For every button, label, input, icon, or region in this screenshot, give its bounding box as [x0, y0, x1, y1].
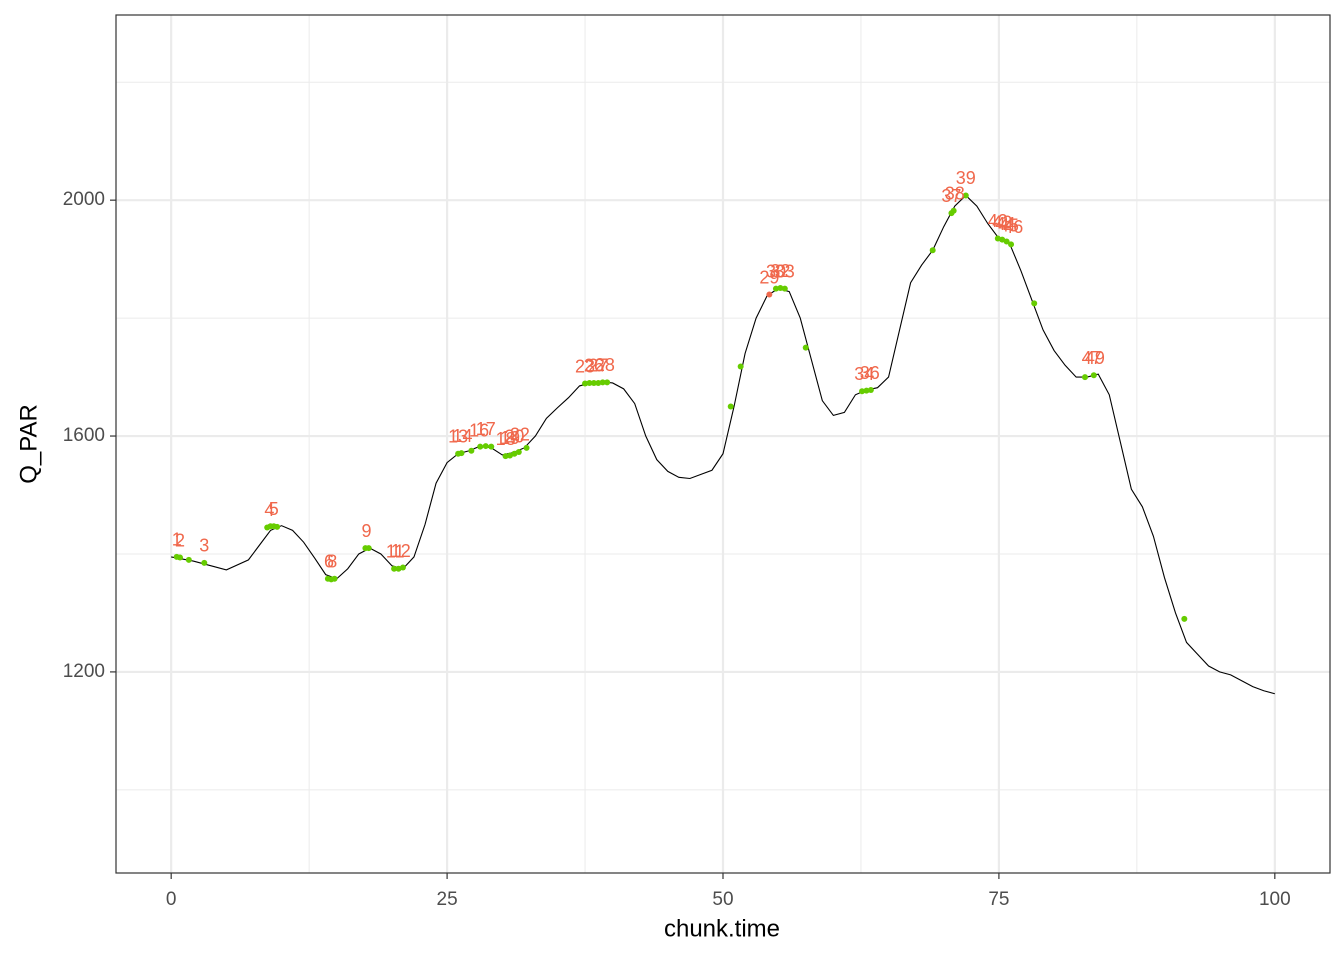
data-label: 9 — [362, 521, 372, 541]
data-label: 45 — [999, 215, 1019, 235]
data-point — [863, 387, 870, 394]
data-label: 5 — [269, 499, 279, 519]
data-label: 17 — [476, 419, 496, 439]
data-point — [201, 559, 208, 566]
y-tick-label: 1600 — [63, 425, 105, 446]
data-point — [1008, 241, 1015, 248]
data-point — [331, 575, 338, 582]
data-label: 16 — [469, 421, 489, 441]
data-label: 27 — [588, 356, 608, 376]
data-label: 34 — [854, 364, 874, 384]
data-point — [488, 443, 495, 450]
data-point — [365, 545, 372, 552]
data-point — [1003, 238, 1010, 245]
data-point — [604, 379, 611, 386]
x-tick-label: 75 — [988, 889, 1009, 910]
data-point — [185, 556, 192, 563]
data-label: 8 — [327, 551, 337, 571]
data-label: 28 — [595, 355, 615, 375]
data-point — [477, 443, 484, 450]
x-tick-label: 0 — [166, 889, 177, 910]
data-point — [772, 285, 779, 292]
data-label: 23 — [575, 356, 595, 376]
data-point — [867, 387, 874, 394]
data-label: 36 — [860, 363, 880, 383]
data-point — [1031, 300, 1038, 307]
data-point — [929, 247, 936, 254]
data-label: 18 — [496, 429, 516, 449]
data-point — [781, 285, 788, 292]
data-label: 39 — [956, 168, 976, 188]
data-label: 33 — [775, 261, 795, 281]
data-point — [468, 447, 475, 454]
data-point — [482, 443, 489, 450]
data-label: 37 — [941, 186, 961, 206]
data-label: 30 — [766, 261, 786, 281]
data-point — [274, 523, 281, 530]
data-label: 46 — [1003, 217, 1023, 237]
data-point — [399, 564, 406, 571]
y-tick-label: 1200 — [63, 661, 105, 682]
plot: 12 34568911121314161718192022232627282930… — [171, 168, 1275, 695]
data-point — [777, 285, 784, 292]
data-point — [458, 450, 465, 457]
data-label: 26 — [584, 356, 604, 376]
data-label: 11 — [386, 541, 405, 561]
data-label: 1 — [172, 530, 182, 550]
data-point — [595, 379, 602, 386]
data-label: 6 — [324, 551, 334, 571]
y-axis-title: Q_PAR — [15, 404, 42, 484]
data-label: 20 — [504, 426, 524, 446]
x-tick-label: 100 — [1259, 889, 1291, 910]
x-tick-label: 50 — [712, 889, 733, 910]
data-label: 40 — [988, 211, 1008, 231]
data-point — [502, 453, 509, 460]
data-label: 22 — [510, 425, 530, 445]
x-axis-title: chunk.time — [664, 915, 780, 942]
data-point — [859, 388, 866, 395]
x-tick-label: 25 — [437, 889, 458, 910]
data-label: 2 — [175, 530, 185, 550]
data-label: 38 — [945, 184, 965, 204]
data-point — [766, 291, 773, 298]
data-point — [590, 379, 597, 386]
data-label: 43 — [992, 212, 1012, 232]
data-point — [727, 403, 734, 410]
grid — [116, 15, 1330, 873]
data-label: 19 — [500, 428, 520, 448]
data-point — [962, 192, 969, 199]
data-label: 29 — [759, 267, 779, 287]
data-label: 12 — [391, 541, 411, 561]
y-tick-label: 2000 — [63, 189, 105, 210]
data-point — [737, 363, 744, 370]
data-point — [515, 448, 522, 455]
data-label: 47 — [1082, 348, 1102, 368]
data-label: 4 — [264, 500, 274, 520]
data-point — [177, 554, 184, 561]
data-point — [391, 565, 398, 572]
data-point — [1081, 374, 1088, 381]
data-label: 3 — [199, 536, 209, 556]
data-point — [523, 444, 530, 451]
data-label: 49 — [1085, 348, 1105, 368]
data-label: 13 — [448, 426, 468, 446]
data-label: 14 — [453, 426, 473, 446]
data-point — [586, 379, 593, 386]
data-label: 44 — [996, 214, 1016, 234]
data-point — [950, 207, 957, 214]
data-label: 32 — [770, 261, 790, 281]
data-point — [1090, 372, 1097, 379]
data-point — [802, 344, 809, 351]
data-point — [582, 380, 589, 387]
data-point — [599, 379, 606, 386]
data-point — [1181, 615, 1188, 622]
